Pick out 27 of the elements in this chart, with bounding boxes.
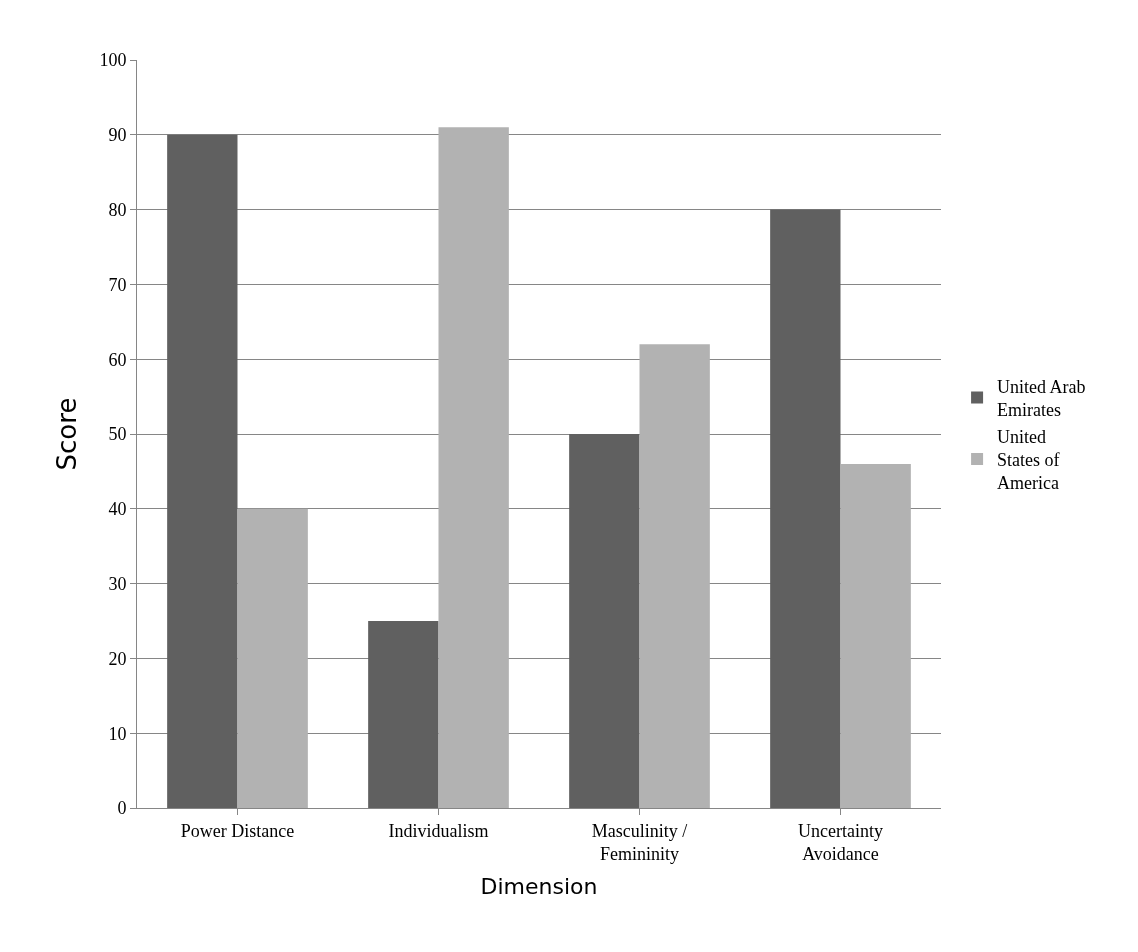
y-tick-label: 90 — [108, 125, 127, 146]
y-tick-label: 100 — [99, 50, 127, 71]
y-tick-label: 10 — [108, 723, 127, 744]
bar — [639, 344, 710, 808]
x-tick-label: Power Distance — [180, 820, 295, 841]
y-tick-label: 70 — [108, 274, 127, 295]
bar — [770, 209, 841, 808]
legend-label: United States of America — [997, 426, 1060, 494]
bar — [167, 134, 238, 808]
x-tick-label: Uncertainty Avoidance — [798, 820, 883, 864]
x-axis-title: Dimension — [480, 873, 598, 899]
y-tick-label: 80 — [108, 199, 127, 220]
legend-label: United Arab Emirates — [997, 376, 1086, 421]
bar — [368, 621, 439, 808]
y-tick-label: 20 — [108, 648, 127, 669]
bar — [438, 127, 509, 808]
bar — [237, 508, 308, 808]
y-tick-label: 60 — [108, 349, 127, 370]
y-axis-title: Score — [51, 397, 82, 471]
bar — [569, 434, 640, 808]
y-tick-label: 0 — [117, 798, 127, 819]
x-tick-label: Individualism — [388, 820, 489, 841]
y-tick-label: 40 — [108, 499, 127, 520]
y-tick-label: 30 — [108, 573, 127, 594]
bar — [840, 463, 911, 808]
x-tick-label: Masculinity / Femininity — [591, 820, 688, 864]
y-tick-label: 50 — [108, 424, 127, 445]
